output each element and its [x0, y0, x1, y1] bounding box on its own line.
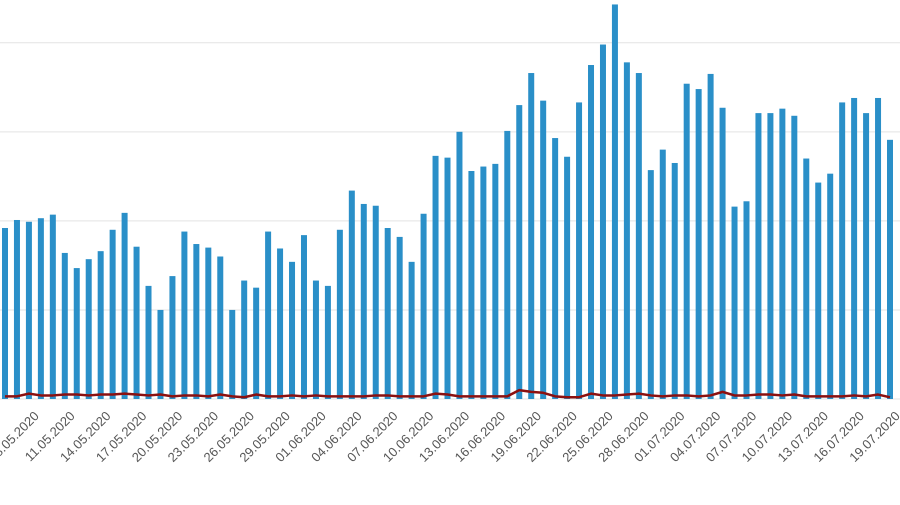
bar: [659, 149, 666, 399]
bar: [85, 259, 92, 399]
bar: [528, 73, 535, 399]
bar: [300, 235, 307, 399]
bar: [611, 4, 618, 399]
bar: [887, 139, 893, 399]
bar: [372, 205, 379, 399]
bar: [707, 73, 714, 399]
bar: [623, 62, 630, 399]
bar: [408, 261, 415, 399]
bar: [289, 261, 296, 399]
bar: [480, 166, 487, 399]
bar: [863, 113, 870, 399]
bar: [719, 107, 726, 399]
bar: [755, 113, 762, 399]
bar: [683, 83, 690, 399]
bar: [552, 138, 559, 399]
bar: [432, 155, 439, 399]
bar: [599, 44, 606, 399]
bar: [731, 206, 738, 399]
bar: [229, 309, 236, 399]
bar: [420, 213, 427, 399]
bar: [564, 156, 571, 399]
bar: [348, 190, 355, 399]
bar: [815, 182, 822, 399]
bar: [253, 287, 260, 399]
bar: [2, 228, 8, 399]
bar: [492, 163, 499, 399]
bar: [504, 130, 511, 399]
bar: [468, 171, 475, 399]
bar: [635, 73, 642, 399]
bar: [73, 268, 80, 399]
bar: [540, 100, 547, 399]
bar: [576, 102, 583, 399]
bar: [265, 231, 272, 399]
bar: [121, 212, 128, 399]
bar: [193, 244, 200, 399]
bar: [695, 89, 702, 399]
bar: [851, 97, 858, 399]
bar: [360, 203, 367, 399]
bar: [743, 201, 750, 399]
bar: [169, 276, 176, 399]
bar: [516, 105, 523, 399]
bar: [97, 251, 104, 399]
bar: [109, 229, 116, 399]
bar: [875, 97, 882, 399]
bar: [312, 280, 319, 399]
bar: [49, 214, 56, 399]
bar: [277, 248, 284, 399]
bar: [157, 309, 164, 399]
bar: [61, 252, 68, 399]
bar: [791, 115, 798, 399]
bar: [181, 231, 188, 399]
bar: [324, 285, 331, 399]
bar: [205, 247, 212, 399]
bar: [336, 229, 343, 399]
bar: [396, 236, 403, 399]
bar: [647, 170, 654, 399]
bar: [671, 162, 678, 399]
bar: [145, 285, 152, 399]
bar: [384, 228, 391, 399]
bar: [839, 102, 846, 399]
bar: [37, 218, 44, 399]
line: [5, 388, 891, 399]
bar: [767, 113, 774, 399]
bar: [444, 157, 451, 399]
bar: [13, 219, 20, 399]
bar: [456, 131, 463, 399]
bar: [588, 65, 595, 399]
bar: [241, 280, 248, 399]
bar: [803, 158, 810, 399]
bar: [779, 108, 786, 399]
bar: [827, 173, 834, 399]
bar: [133, 246, 140, 399]
bar: [25, 221, 32, 399]
bar: [217, 256, 224, 399]
